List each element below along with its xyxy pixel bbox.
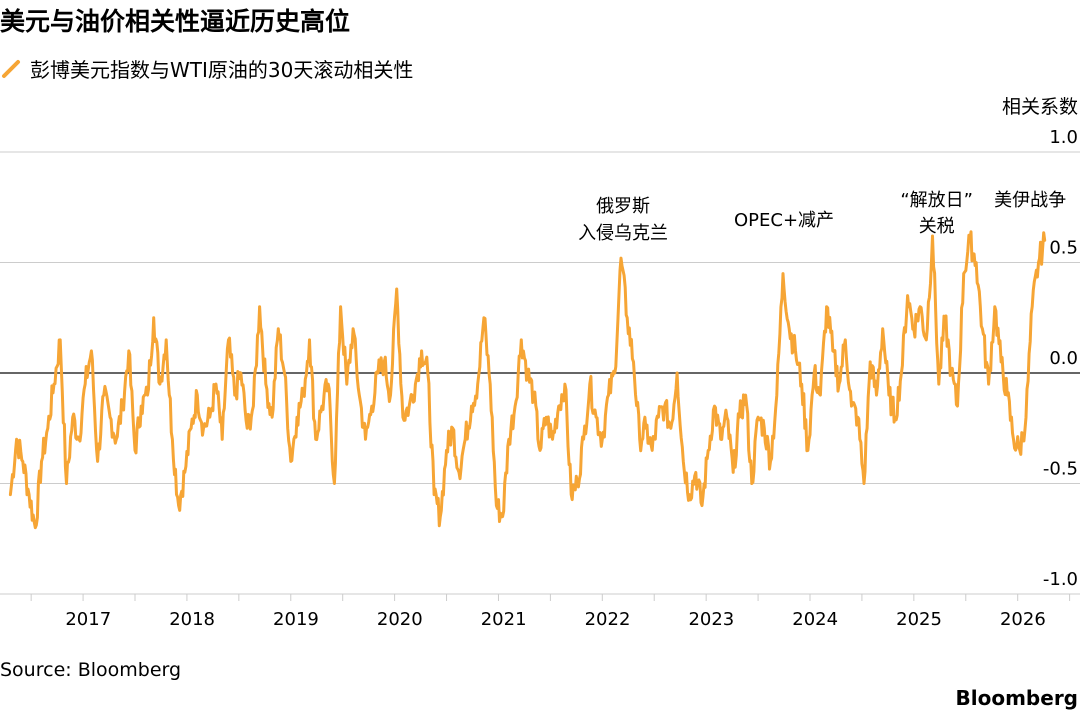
y-tick-label: -0.5 (1043, 459, 1078, 480)
source-note: Source: Bloomberg (0, 659, 182, 681)
x-tick-label: 2020 (377, 609, 423, 630)
chart-title: 美元与油价相关性逼近历史高位 (0, 7, 351, 36)
x-tick-label: 2018 (169, 609, 215, 630)
annotation-label: “解放日” (900, 190, 973, 211)
legend: 彭博美元指数与WTI原油的30天滚动相关性 (0, 54, 413, 83)
series-layer (8, 230, 1047, 530)
annotation-label: 美伊战争 (994, 190, 1066, 211)
y-tick-label: 1.0 (1049, 127, 1078, 148)
y-tick-labels: 1.0 0.5 0.0 -0.5 -1.0 (1043, 127, 1078, 590)
legend-label: 彭博美元指数与WTI原油的30天滚动相关性 (30, 58, 414, 82)
x-tick-label: 2023 (688, 609, 734, 630)
brand-logo: Bloomberg (955, 686, 1078, 710)
y-tick-label: 0.0 (1049, 348, 1078, 369)
annotation-label: 关税 (919, 216, 955, 237)
y-axis-title: 相关系数 (1002, 96, 1078, 118)
legend-line-icon (2, 59, 20, 78)
x-tick-label: 2021 (481, 609, 527, 630)
annotation-label: OPEC+减产 (734, 210, 834, 231)
y-tick-label: -1.0 (1043, 569, 1078, 590)
x-axis: 2017 2018 2019 2020 2021 2022 2023 2024 2025 2026 (0, 593, 1080, 630)
x-tick-label: 2025 (896, 609, 942, 630)
series-line (8, 230, 1047, 530)
x-tick-label: 2024 (792, 609, 838, 630)
x-tick-label: 2022 (585, 609, 631, 630)
annotation-label: 入侵乌克兰 (578, 223, 668, 244)
y-tick-label: 0.5 (1049, 238, 1078, 259)
x-tick-label: 2019 (273, 609, 319, 630)
x-tick-label: 2026 (1000, 609, 1046, 630)
x-tick-label: 2017 (65, 609, 111, 630)
annotation-label: 俄罗斯 (596, 196, 650, 217)
